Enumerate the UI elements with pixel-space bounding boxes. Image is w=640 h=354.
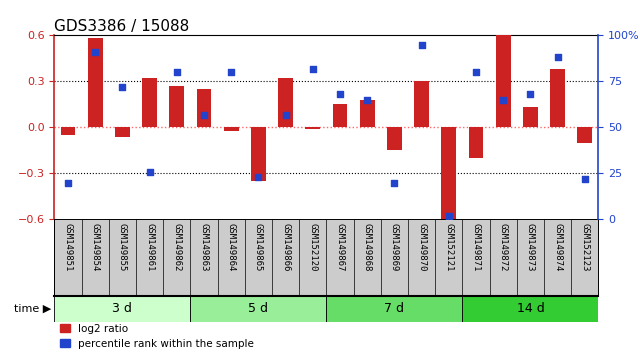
- Bar: [61, 127, 76, 135]
- Point: [552, 55, 563, 60]
- Bar: [523, 108, 538, 127]
- Point: [253, 174, 264, 180]
- Text: GSM149866: GSM149866: [281, 223, 290, 272]
- Bar: [333, 104, 348, 127]
- Point: [117, 84, 127, 90]
- Text: GSM149869: GSM149869: [390, 223, 399, 272]
- Point: [444, 213, 454, 219]
- Text: GSM152123: GSM152123: [580, 223, 589, 272]
- Text: GSM149864: GSM149864: [227, 223, 236, 272]
- Text: GSM149871: GSM149871: [472, 223, 481, 272]
- Bar: [170, 86, 184, 127]
- Point: [199, 112, 209, 118]
- Bar: [442, 127, 456, 223]
- Text: 14 d: 14 d: [516, 302, 544, 315]
- Point: [362, 97, 372, 103]
- Bar: [468, 127, 483, 158]
- Point: [389, 180, 399, 185]
- Bar: [577, 127, 592, 143]
- Bar: [251, 127, 266, 181]
- Point: [471, 69, 481, 75]
- Bar: [360, 100, 374, 127]
- Bar: [115, 127, 130, 137]
- Bar: [496, 35, 511, 127]
- Bar: [387, 127, 402, 150]
- Text: GSM149870: GSM149870: [417, 223, 426, 272]
- Point: [226, 69, 236, 75]
- Bar: [414, 81, 429, 127]
- Text: 3 d: 3 d: [113, 302, 132, 315]
- Text: GSM149865: GSM149865: [254, 223, 263, 272]
- Text: GSM149874: GSM149874: [553, 223, 562, 272]
- Text: GSM152120: GSM152120: [308, 223, 317, 272]
- Text: GSM149873: GSM149873: [526, 223, 535, 272]
- Bar: [463, 296, 598, 322]
- Bar: [88, 39, 102, 127]
- Text: GSM149863: GSM149863: [200, 223, 209, 272]
- Point: [417, 42, 427, 47]
- Text: GSM149868: GSM149868: [363, 223, 372, 272]
- Text: 7 d: 7 d: [385, 302, 404, 315]
- Point: [525, 91, 536, 97]
- Text: time ▶: time ▶: [14, 304, 51, 314]
- Point: [280, 112, 291, 118]
- Point: [308, 66, 318, 72]
- Point: [145, 169, 155, 175]
- Text: 5 d: 5 d: [248, 302, 268, 315]
- Bar: [196, 89, 211, 127]
- Point: [63, 180, 73, 185]
- Bar: [305, 127, 320, 129]
- Bar: [54, 296, 191, 322]
- Text: GSM149862: GSM149862: [172, 223, 181, 272]
- Text: GSM149861: GSM149861: [145, 223, 154, 272]
- Point: [172, 69, 182, 75]
- Bar: [191, 296, 326, 322]
- Text: GSM149867: GSM149867: [335, 223, 344, 272]
- Point: [498, 97, 508, 103]
- Point: [90, 49, 100, 55]
- Legend: log2 ratio, percentile rank within the sample: log2 ratio, percentile rank within the s…: [60, 324, 254, 349]
- Text: GSM149854: GSM149854: [91, 223, 100, 272]
- Bar: [326, 296, 463, 322]
- Bar: [224, 127, 239, 131]
- Point: [335, 91, 345, 97]
- Bar: [550, 69, 565, 127]
- Text: GSM149872: GSM149872: [499, 223, 508, 272]
- Bar: [142, 78, 157, 127]
- Bar: [278, 78, 293, 127]
- Text: GSM149855: GSM149855: [118, 223, 127, 272]
- Text: GSM149851: GSM149851: [63, 223, 72, 272]
- Text: GDS3386 / 15088: GDS3386 / 15088: [54, 19, 189, 34]
- Text: GSM152121: GSM152121: [444, 223, 453, 272]
- Point: [580, 176, 590, 182]
